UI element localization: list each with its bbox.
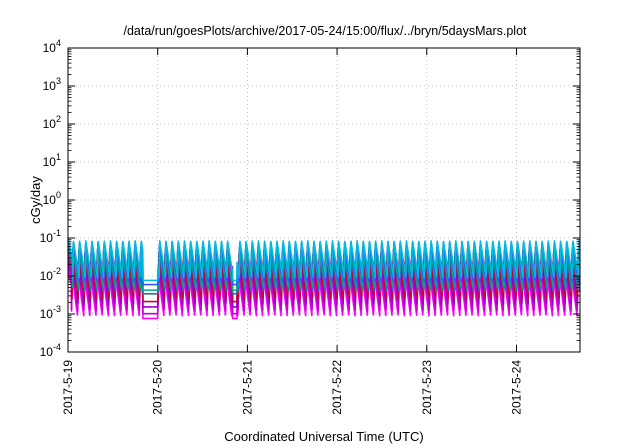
series-line xyxy=(67,237,581,282)
series-line xyxy=(67,257,581,308)
y-tick-label: 10-1 xyxy=(40,228,61,245)
x-tick-label: 2017-5-22 xyxy=(330,360,344,415)
series-line xyxy=(67,263,581,315)
axis-ticks xyxy=(67,47,580,353)
series-line xyxy=(67,243,581,291)
x-tick-labels: 2017-5-19 2017-5-20 2017-5-21 2017-5-22 2017… xyxy=(61,360,523,415)
y-tick-label: 10-3 xyxy=(40,304,61,321)
series-line xyxy=(67,249,581,303)
x-tick-label: 2017-5-23 xyxy=(420,360,434,415)
y-tick-label: 104 xyxy=(43,38,61,55)
x-axis-label: Coordinated Universal Time (UTC) xyxy=(224,429,423,444)
series-line xyxy=(67,269,581,320)
y-tick-label: 10-2 xyxy=(40,266,61,283)
x-tick-label: 2017-5-20 xyxy=(151,360,165,415)
y-axis-label: cGy/day xyxy=(28,176,43,224)
y-tick-label: 10-4 xyxy=(40,342,61,359)
y-tick-labels: 10-4 10-3 10-2 10-1 100 101 102 103 104 xyxy=(40,38,61,359)
x-tick-label: 2017-5-24 xyxy=(509,360,523,415)
y-tick-label: 100 xyxy=(43,190,61,207)
chart-title: /data/run/goesPlots/archive/2017-05-24/1… xyxy=(123,24,527,38)
y-tick-label: 101 xyxy=(43,152,61,169)
x-tick-label: 2017-5-21 xyxy=(240,360,254,415)
y-tick-label: 102 xyxy=(43,114,61,131)
series-layer xyxy=(67,237,581,320)
x-tick-label: 2017-5-19 xyxy=(61,360,75,415)
y-tick-label: 103 xyxy=(43,76,61,93)
